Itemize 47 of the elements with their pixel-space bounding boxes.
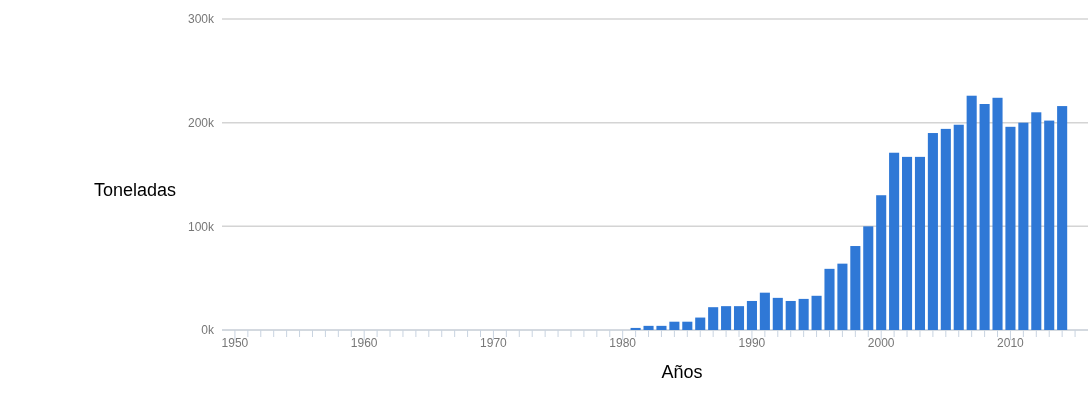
bar xyxy=(695,317,706,330)
x-tick-label: 1960 xyxy=(350,336,378,350)
y-axis-title: Toneladas xyxy=(93,180,176,201)
bar xyxy=(1057,106,1068,330)
x-tick-label: 1950 xyxy=(221,336,249,350)
bar xyxy=(1031,112,1042,330)
bar xyxy=(979,104,990,330)
bar xyxy=(914,156,926,330)
bar xyxy=(1044,120,1055,330)
bar xyxy=(721,306,732,330)
x-tick-label: 2000 xyxy=(867,336,895,350)
bar xyxy=(643,325,654,330)
bar xyxy=(824,268,835,330)
y-tick-label: 0k xyxy=(201,323,215,338)
bar xyxy=(759,292,770,330)
bar xyxy=(785,300,796,330)
x-tick-label: 1990 xyxy=(738,336,766,350)
bar xyxy=(953,124,964,330)
bar xyxy=(927,133,938,330)
bar xyxy=(630,327,641,330)
bar xyxy=(811,295,822,330)
bar xyxy=(863,226,874,330)
bar xyxy=(772,297,783,330)
bar xyxy=(837,263,848,330)
bar xyxy=(876,195,887,330)
x-tick-label: 1980 xyxy=(609,336,637,350)
y-tick-label: 200k xyxy=(187,115,215,130)
bar xyxy=(992,97,1003,330)
y-tick-label: 100k xyxy=(187,219,215,234)
bar xyxy=(889,152,900,330)
x-axis-title: Años xyxy=(661,362,703,383)
bar xyxy=(1018,122,1029,330)
bar xyxy=(656,325,667,330)
bar xyxy=(966,95,977,330)
bar xyxy=(746,300,757,330)
x-tick-label: 2010 xyxy=(997,336,1025,350)
bar xyxy=(733,306,745,330)
bar xyxy=(798,298,809,330)
y-tick-label: 300k xyxy=(187,12,215,27)
x-tick-label: 1970 xyxy=(480,336,508,350)
bar xyxy=(708,307,719,330)
bar xyxy=(940,128,951,330)
bar xyxy=(850,246,861,330)
bar xyxy=(1005,126,1016,330)
bar xyxy=(682,321,693,330)
bar xyxy=(669,321,680,330)
bar xyxy=(902,156,913,330)
